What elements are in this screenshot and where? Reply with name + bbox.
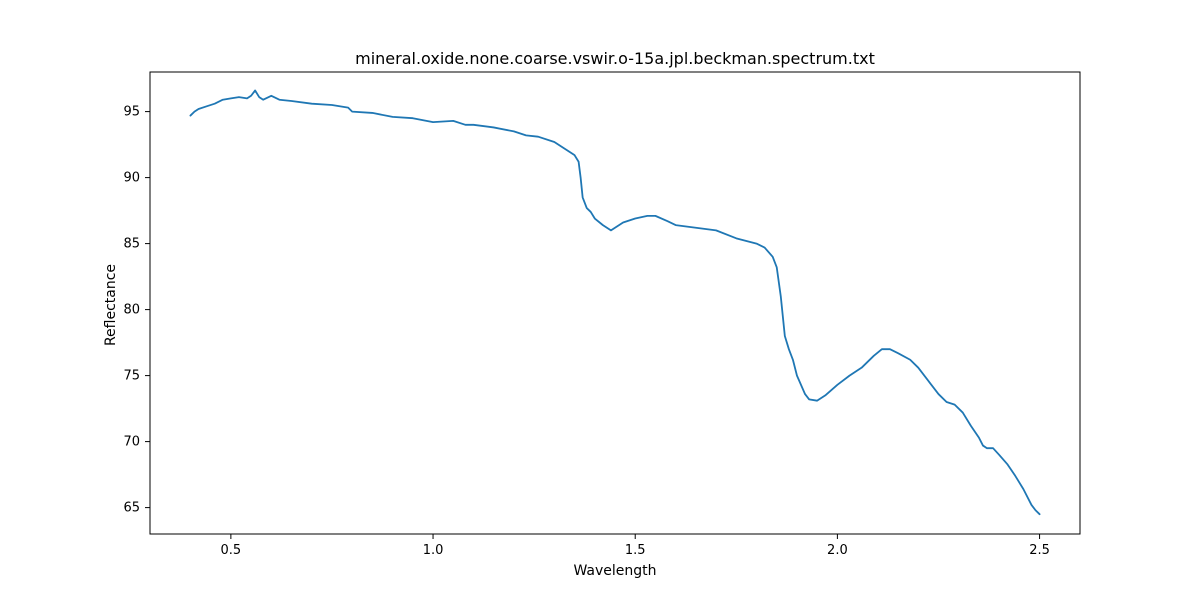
x-tick-label: 2.5 <box>1029 543 1050 558</box>
x-tick-label: 0.5 <box>221 543 242 558</box>
y-tick-label: 85 <box>123 237 140 252</box>
y-tick-label: 90 <box>123 171 140 186</box>
y-tick-label: 95 <box>123 105 140 120</box>
x-tick-label: 1.0 <box>423 543 444 558</box>
x-tick-label: 1.5 <box>625 543 646 558</box>
plot-area: 0.5 1.0 1.5 2.0 2.5 65 70 75 80 85 90 95 <box>123 71 1081 558</box>
y-tick-label: 75 <box>123 369 140 384</box>
x-axis-label: Wavelength <box>573 563 656 579</box>
y-tick-label: 70 <box>123 435 140 450</box>
y-tick-label: 65 <box>123 501 140 516</box>
y-tick-label: 80 <box>123 303 140 318</box>
chart-title: mineral.oxide.none.coarse.vswir.o-15a.jp… <box>355 49 875 68</box>
y-axis-label: Reflectance <box>103 264 119 346</box>
x-tick-label: 2.0 <box>827 543 848 558</box>
plot-frame <box>149 71 1081 535</box>
series-line-1 <box>189 89 1041 516</box>
